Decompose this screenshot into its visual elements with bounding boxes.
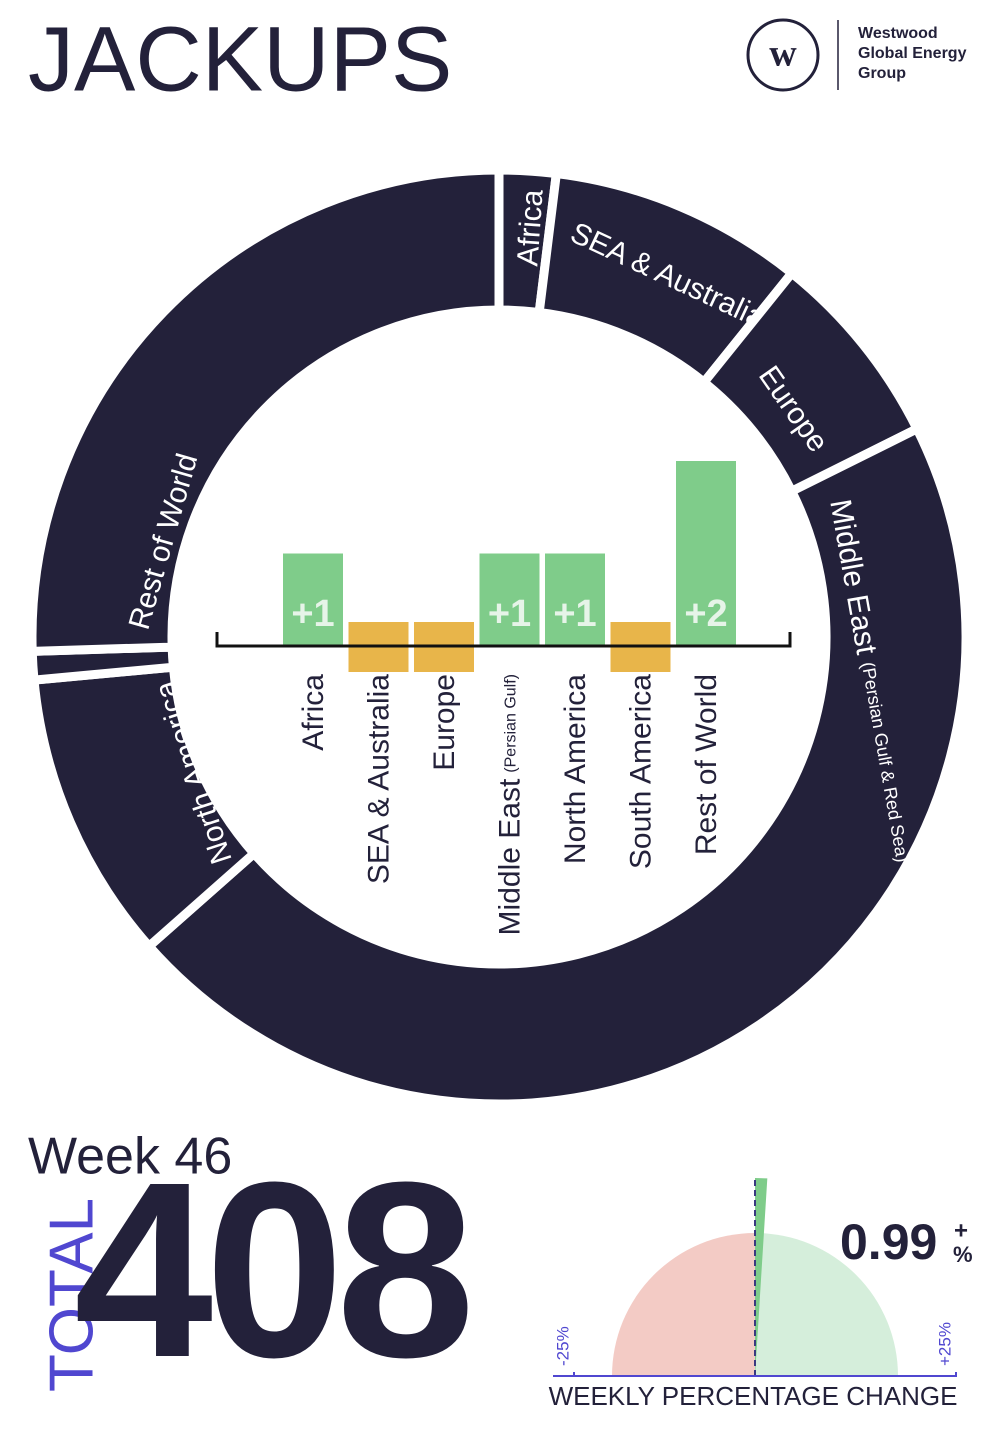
tick-label: +25% xyxy=(935,1322,954,1366)
value-label: +1 xyxy=(488,593,531,635)
category-label: SEA & Australia xyxy=(362,674,395,884)
category-label: Europe xyxy=(428,674,461,771)
axis-label: WEEKLY PERCENTAGE CHANGE xyxy=(549,1381,958,1411)
category-name: Africa xyxy=(297,674,330,751)
category-label: Africa xyxy=(297,674,330,751)
category-label: Middle East (Persian Gulf) xyxy=(493,674,526,935)
category-name: Middle East xyxy=(493,778,526,935)
value-label: +1 xyxy=(553,593,596,635)
gauge-positive xyxy=(755,1233,898,1376)
category-name: Rest of World xyxy=(690,674,723,855)
bar xyxy=(479,553,540,646)
logo-text: Global Energy xyxy=(858,45,967,62)
category-name: South America xyxy=(624,674,657,869)
category-note: (Persian Gulf) xyxy=(503,674,520,773)
tick-label: -25% xyxy=(553,1326,572,1366)
week-label: Week 46 xyxy=(28,1128,232,1186)
sign-label: + xyxy=(954,1217,968,1244)
category-label: South America xyxy=(624,674,657,869)
gauge-needle xyxy=(755,1178,768,1376)
axis-line xyxy=(215,632,792,648)
category-label: North America xyxy=(559,674,592,864)
logo-text: Group xyxy=(858,65,906,82)
bar xyxy=(676,461,736,646)
category-name: North America xyxy=(559,674,592,864)
value-label: 0.99 xyxy=(840,1214,937,1270)
category-name: SEA & Australia xyxy=(362,674,395,884)
donut-segment xyxy=(142,422,971,1109)
total-label: TOTAL xyxy=(37,1198,106,1392)
bar xyxy=(545,553,605,646)
category-label: Rest of World xyxy=(690,674,723,855)
unit-label: % xyxy=(953,1242,973,1267)
title: JACKUPS xyxy=(28,8,452,110)
donut-segment xyxy=(27,165,504,657)
bar xyxy=(283,553,343,646)
value-label: +2 xyxy=(684,593,727,635)
total-value: 408 xyxy=(74,1130,468,1409)
category-name: Europe xyxy=(428,674,461,771)
gauge-negative xyxy=(612,1233,755,1376)
value-label: +1 xyxy=(291,593,334,635)
logo-circle xyxy=(746,18,820,92)
logo-text: Westwood xyxy=(858,25,938,42)
logo-mark: w xyxy=(769,33,797,75)
